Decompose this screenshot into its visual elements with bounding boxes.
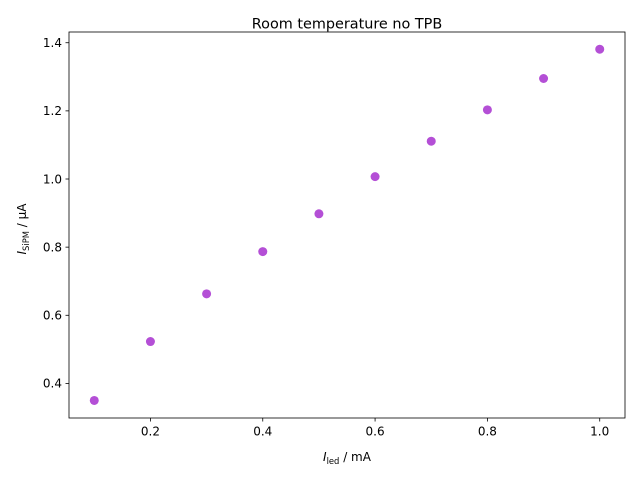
data-point (89, 395, 99, 405)
data-points (89, 44, 605, 405)
x-tick-label: 0.2 (141, 425, 160, 439)
y-tick-label: 0.4 (43, 377, 62, 391)
y-axis-label-symbol: I (15, 250, 29, 254)
y-tick-label: 1.0 (43, 172, 62, 186)
x-tick-label: 0.6 (366, 425, 385, 439)
y-tick-label: 0.6 (43, 309, 62, 323)
x-axis-label-subscript: led (327, 456, 340, 466)
plot-area (68, 31, 626, 419)
y-axis-label-unit: / μA (15, 203, 29, 231)
data-point (426, 136, 436, 146)
data-point (482, 105, 492, 115)
data-point (145, 337, 155, 347)
y-axis-label: ISiPM / μA (15, 203, 31, 255)
x-tick-label: 0.4 (253, 425, 272, 439)
x-axis-label-symbol: I (323, 450, 327, 464)
chart-title: Room temperature no TPB (252, 17, 442, 33)
x-tick-label: 0.8 (478, 425, 497, 439)
data-point (314, 209, 324, 219)
data-point (258, 247, 268, 257)
x-axis-label-unit: / mA (339, 450, 371, 464)
y-tick-label: 0.8 (43, 240, 62, 254)
axes-frame (68, 31, 626, 419)
y-axis-label-subscript: SiPM (21, 231, 31, 251)
data-point (595, 44, 605, 54)
x-tick-label: 1.0 (590, 425, 609, 439)
data-point (202, 289, 212, 299)
data-point (370, 172, 380, 182)
x-axis-ticks: 0.2 0.4 0.6 0.8 1.0 (141, 418, 609, 439)
y-axis-ticks: 0.4 0.6 0.8 1.0 1.2 1.4 (43, 36, 69, 391)
x-axis-label: Iled / mA (323, 450, 372, 466)
data-point (539, 74, 549, 84)
y-tick-label: 1.2 (43, 104, 62, 118)
y-tick-label: 1.4 (43, 36, 62, 50)
